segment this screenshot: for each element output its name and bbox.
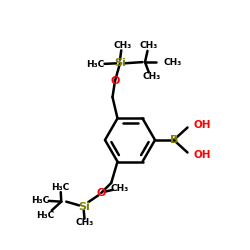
Text: CH₃: CH₃ xyxy=(111,184,129,193)
Text: Si: Si xyxy=(114,58,126,68)
Text: CH₃: CH₃ xyxy=(140,41,158,50)
Text: CH₃: CH₃ xyxy=(114,41,132,50)
Text: H₃C: H₃C xyxy=(86,60,104,69)
Text: OH: OH xyxy=(194,150,211,160)
Text: CH₃: CH₃ xyxy=(164,58,182,66)
Text: H₃C: H₃C xyxy=(51,183,69,192)
Text: H₃C: H₃C xyxy=(31,196,49,205)
Text: H₃C: H₃C xyxy=(36,211,54,220)
Text: OH: OH xyxy=(194,120,211,130)
Text: CH₃: CH₃ xyxy=(142,72,161,81)
Text: O: O xyxy=(96,188,106,198)
Text: B: B xyxy=(170,135,178,145)
Text: O: O xyxy=(110,76,120,86)
Text: Si: Si xyxy=(78,202,90,212)
Text: CH₃: CH₃ xyxy=(76,218,94,228)
